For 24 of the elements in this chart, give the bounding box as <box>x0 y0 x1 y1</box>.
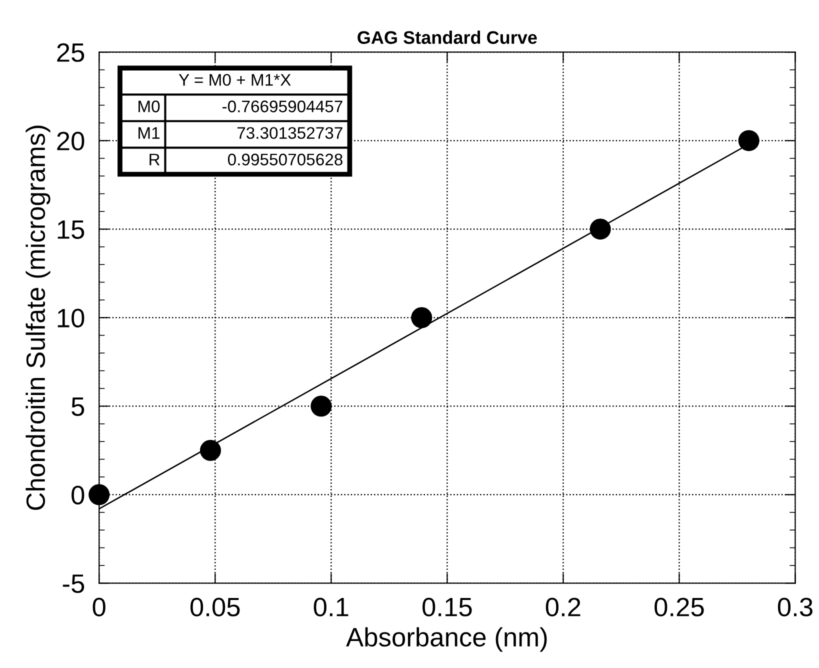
x-tick-label: 0.15 <box>422 598 472 616</box>
x-tick-label: 0.1 <box>314 598 348 616</box>
x-tick-label: 0.2 <box>546 598 580 616</box>
y-tick-label: 5 <box>72 398 84 416</box>
y-tick-label: 20 <box>57 132 84 150</box>
x-tick-label: 0.25 <box>654 598 704 616</box>
annotation: Y = M0 + M1*X <box>178 74 291 86</box>
x-tick-label: 0.3 <box>778 598 812 616</box>
annotation: M0 <box>138 100 160 112</box>
x-tick-label: 0 <box>92 598 106 616</box>
chart-title: GAG Standard Curve <box>358 30 537 44</box>
annotation: R <box>150 154 160 166</box>
annotation: 0.99550705628 <box>228 154 342 166</box>
x-tick-label: 0.05 <box>190 598 240 616</box>
y-tick-label: 10 <box>58 308 84 328</box>
y-tick-label: 15 <box>58 220 84 239</box>
y-tick-label: 0 <box>72 486 84 504</box>
x-axis-title: Absorbance (nm) <box>346 627 547 652</box>
y-axis-title: Chondroitin Sulfate (micrograms) <box>26 126 50 510</box>
annotation: -0.76695904457 <box>222 100 342 112</box>
y-tick-label: -5 <box>62 574 84 593</box>
annotation: M1 <box>138 127 160 139</box>
annotation: 73.301352737 <box>237 127 342 139</box>
y-tick-label: 25 <box>57 43 84 62</box>
